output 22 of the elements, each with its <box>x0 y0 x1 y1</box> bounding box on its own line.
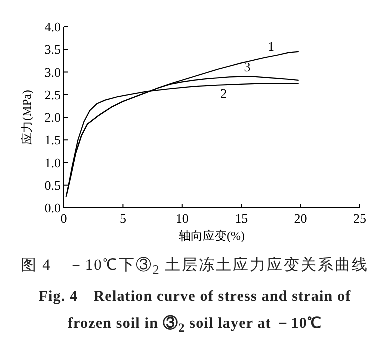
x-tick-label: 0 <box>60 211 68 226</box>
y-tick-label: 3.5 <box>44 42 61 58</box>
caption: 图 4 －10℃下③$_{2}$ 土层冻土应力应变关系曲线 <box>20 256 370 278</box>
y-tick-label: 1.5 <box>44 132 61 148</box>
y-tick-label: 0.0 <box>44 200 61 216</box>
series-label: 3 <box>244 59 251 74</box>
y-tick-label: 0.5 <box>44 178 61 193</box>
x-tick-label: 25 <box>354 211 366 226</box>
y-tick-label: 4.0 <box>44 20 61 34</box>
x-tick-label: 10 <box>176 211 189 226</box>
series-label: 2 <box>220 86 228 102</box>
series-label: 1 <box>268 38 274 54</box>
x-tick-label: 15 <box>235 211 248 226</box>
y-tick-label: 2.5 <box>44 87 61 102</box>
y-tick-label: 1.0 <box>44 155 61 170</box>
y-tick-label: 3.0 <box>44 64 61 80</box>
x-tick-label: 20 <box>294 211 308 226</box>
caption: Fig. 4 Relation curve of stress and strain of frozen soil in ③$_{2}$ soil layer at －10℃ <box>38 288 352 338</box>
y-tick-label: 2.0 <box>44 110 61 125</box>
x-tick-label: 5 <box>120 211 126 226</box>
y-axis-title: 应力(MPa) <box>20 90 34 145</box>
x-axis-title: 轴向应变(%) <box>179 229 245 243</box>
